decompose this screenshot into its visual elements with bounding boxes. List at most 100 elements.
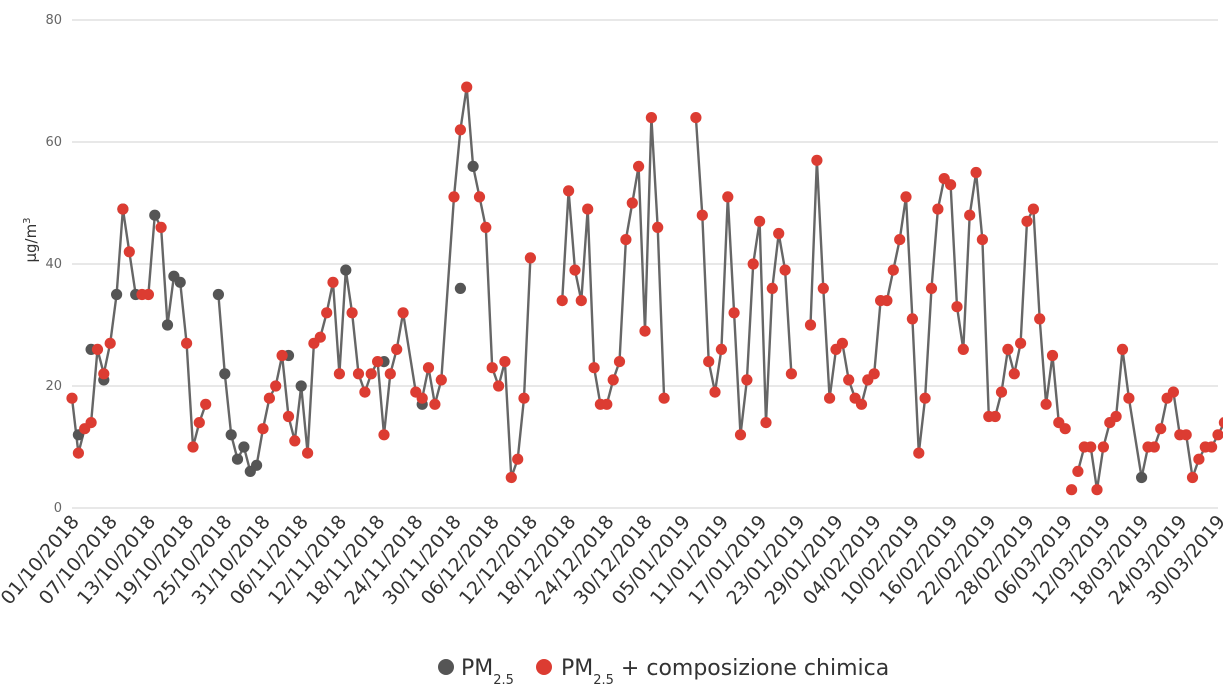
- data-point-pm25: [454, 282, 466, 294]
- data-point-pm25-chem: [289, 435, 301, 447]
- data-point-pm25-chem: [391, 343, 403, 355]
- data-point-pm25-chem: [359, 386, 371, 398]
- data-point-pm25-chem: [563, 185, 575, 197]
- data-point-pm25-chem: [512, 453, 524, 465]
- legend: PM2.5 PM2.5 + composizione chimica: [438, 656, 889, 688]
- y-axis-label: µg/m3: [22, 217, 40, 262]
- data-point-pm25-chem: [1015, 337, 1027, 349]
- y-tick-label: 60: [45, 135, 62, 150]
- data-point-pm25-chem: [652, 221, 664, 233]
- data-point-pm25-chem: [524, 252, 537, 264]
- data-point-pm25-chem: [187, 441, 199, 453]
- data-point-pm25-chem: [1008, 368, 1020, 380]
- data-point-pm25: [340, 264, 352, 276]
- data-point-pm25-chem: [633, 160, 645, 172]
- data-point-pm25-chem: [894, 234, 906, 246]
- data-point-pm25-chem: [200, 398, 212, 410]
- data-point-pm25-chem: [556, 295, 568, 307]
- data-point-pm25-chem: [613, 356, 626, 368]
- data-point-pm25-chem: [181, 337, 193, 349]
- data-point-pm25-chem: [142, 288, 154, 301]
- data-point-pm25-chem: [66, 392, 78, 404]
- data-point-pm25-chem: [709, 386, 721, 398]
- data-point-pm25-chem: [906, 313, 919, 325]
- series-line: [217, 85, 532, 479]
- legend-item-pm25-chem[interactable]: PM2.5 + composizione chimica: [536, 656, 889, 688]
- data-point-pm25-chem: [505, 471, 517, 484]
- data-point-pm25-chem: [372, 356, 384, 368]
- data-point-pm25-chem: [1021, 215, 1033, 227]
- data-point-pm25-chem: [836, 337, 849, 349]
- data-point-pm25: [251, 459, 263, 471]
- data-point-pm25-chem: [1212, 429, 1223, 441]
- legend-marker-pm25-chem: [536, 659, 552, 675]
- data-point-pm25-chem: [1206, 441, 1218, 453]
- y-tick-label: 20: [45, 379, 62, 394]
- data-point-pm25: [161, 319, 174, 331]
- data-point-pm25-chem: [1091, 484, 1103, 496]
- data-point-pm25-chem: [282, 410, 295, 423]
- data-point-pm25-chem: [1155, 423, 1167, 435]
- data-point-pm25-chem: [734, 429, 747, 441]
- y-axis-label-superscript: 3: [22, 217, 33, 223]
- data-point-pm25-chem: [588, 362, 600, 374]
- data-point-pm25-chem: [461, 81, 473, 93]
- data-point-pm25-chem: [728, 307, 740, 319]
- data-point-pm25: [467, 160, 479, 172]
- data-point-pm25-chem: [575, 295, 587, 307]
- data-point-pm25-chem: [314, 331, 326, 343]
- data-point-pm25-chem: [91, 343, 104, 355]
- data-point-pm25-chem: [1066, 484, 1078, 496]
- data-point-pm25-chem: [473, 191, 486, 203]
- data-point-pm25-chem: [1193, 453, 1205, 465]
- data-point-pm25-chem: [397, 307, 409, 319]
- data-point-pm25-chem: [868, 368, 880, 380]
- data-point-pm25-chem: [1059, 423, 1071, 435]
- data-point-pm25-chem: [626, 197, 638, 209]
- data-point-pm25-chem: [995, 386, 1008, 398]
- data-point-pm25-chem: [1218, 417, 1223, 429]
- data-point-pm25-chem: [1085, 441, 1097, 453]
- data-point-pm25-chem: [333, 368, 345, 380]
- y-tick-label: 0: [54, 501, 62, 516]
- data-point-pm25-chem: [193, 417, 205, 429]
- data-point-pm25-chem: [429, 398, 441, 410]
- data-point-pm25-chem: [881, 295, 893, 307]
- data-point-pm25-chem: [620, 234, 632, 246]
- data-point-pm25-chem: [645, 112, 658, 124]
- data-point-pm25-chem: [1027, 203, 1039, 215]
- data-point-pm25-chem: [569, 264, 581, 276]
- data-point-pm25-chem: [785, 368, 798, 380]
- data-point-pm25-chem: [1123, 392, 1135, 404]
- data-point-pm25: [231, 453, 244, 465]
- data-point-pm25-chem: [117, 203, 129, 215]
- y-axis: 0 20 40 60 80: [45, 13, 62, 516]
- y-tick-label: 40: [45, 257, 62, 272]
- data-point-pm25-chem: [817, 282, 829, 294]
- data-point-pm25-chem: [703, 356, 715, 368]
- data-point-pm25: [174, 276, 186, 288]
- data-point-pm25: [1136, 471, 1148, 484]
- data-point-pm25-chem: [715, 343, 728, 355]
- data-point-pm25-chem: [486, 362, 498, 374]
- data-point-pm25-chem: [913, 447, 925, 459]
- data-point-pm25-chem: [1034, 313, 1046, 325]
- data-point-pm25-chem: [1186, 471, 1199, 484]
- data-point-pm25-chem: [741, 374, 753, 386]
- data-point-pm25-chem: [155, 221, 167, 233]
- data-point-pm25-chem: [454, 124, 466, 136]
- legend-item-pm25[interactable]: PM2.5: [438, 656, 514, 688]
- data-point-pm25: [295, 380, 307, 392]
- data-point-pm25-chem: [887, 264, 899, 276]
- data-point-pm25: [212, 288, 224, 301]
- series-line: [561, 116, 666, 406]
- data-point-pm25-chem: [1002, 343, 1014, 355]
- data-point-pm25-chem: [970, 166, 982, 179]
- data-point-pm25: [219, 368, 231, 380]
- data-point-pm25-chem: [1148, 441, 1160, 453]
- x-axis: 01/10/201807/10/201813/10/201819/10/2018…: [0, 511, 1223, 609]
- data-point-pm25-chem: [696, 209, 708, 221]
- data-point-pm25: [149, 209, 161, 221]
